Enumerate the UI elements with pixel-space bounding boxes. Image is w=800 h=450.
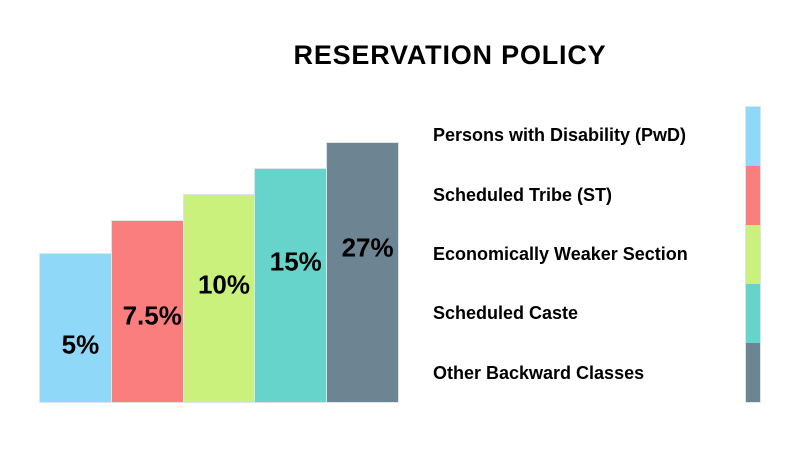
legend: Persons with Disability (PwD) Scheduled …: [433, 106, 733, 403]
bar-value-label: 10%: [197, 269, 251, 300]
legend-swatch-obc: [746, 343, 760, 402]
bar-value-label: 15%: [269, 246, 322, 277]
legend-swatch-st: [746, 166, 760, 225]
legend-item-obc: Other Backward Classes: [433, 362, 645, 383]
legend-swatch-ews: [746, 225, 760, 284]
legend-item-sc: Scheduled Caste: [433, 303, 579, 324]
legend-item-st: Scheduled Tribe (ST): [433, 184, 613, 205]
legend-item-ews: Economically Weaker Section: [433, 244, 688, 265]
bar-st: 7.5%: [110, 220, 184, 403]
bar-obc: 27%: [326, 142, 399, 403]
legend-swatch-sc: [746, 284, 760, 343]
bar-value-label: 5%: [61, 329, 100, 360]
bar-ews: 10%: [182, 194, 256, 403]
chart-title: RESERVATION POLICY: [293, 40, 607, 70]
legend-color-strip: [745, 106, 761, 403]
bar-pwd: 5%: [39, 253, 112, 403]
legend-swatch-pwd: [746, 107, 760, 166]
bar-value-label: 27%: [341, 232, 394, 263]
bar-value-label: 7.5%: [122, 300, 182, 331]
bar-sc: 15%: [254, 168, 328, 403]
bar-plot-area: 5% 7.5% 10% 15% 27%: [39, 141, 399, 403]
legend-item-pwd: Persons with Disability (PwD): [433, 125, 687, 146]
